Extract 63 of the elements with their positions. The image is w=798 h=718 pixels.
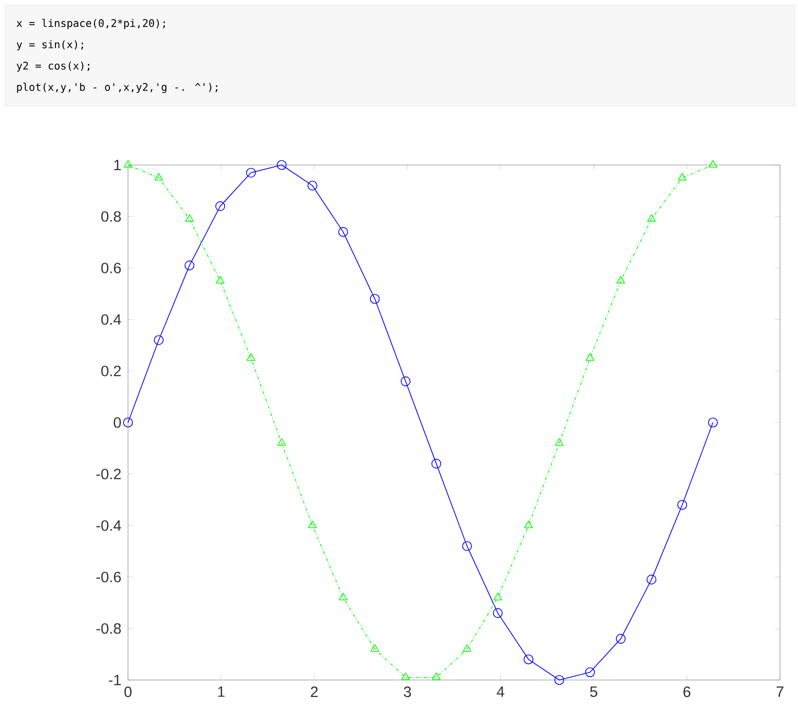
point <box>462 541 472 551</box>
point <box>431 458 442 469</box>
x-tick-label: 3 <box>404 686 411 698</box>
point <box>308 520 317 528</box>
point <box>308 180 318 190</box>
y-tick-label: 0.4 <box>101 314 122 325</box>
point <box>616 634 626 644</box>
point <box>708 160 718 168</box>
x-tick-label: 0 <box>124 686 132 698</box>
y-tick-label: 0.6 <box>101 262 121 274</box>
point <box>184 260 194 270</box>
point <box>678 172 687 181</box>
point <box>276 160 287 170</box>
x-tick-label: 2 <box>310 686 318 697</box>
point <box>616 276 626 284</box>
point <box>246 168 256 178</box>
point <box>493 592 502 600</box>
text: y = sin(x); <box>16 40 84 50</box>
point <box>646 574 656 584</box>
point <box>432 672 441 680</box>
x-tick-label: 7 <box>776 686 784 697</box>
x-tick-label: 5 <box>590 686 598 697</box>
point <box>338 592 348 600</box>
point <box>154 335 164 345</box>
point <box>524 520 533 528</box>
point <box>246 353 256 361</box>
point <box>215 201 226 212</box>
point <box>647 214 656 222</box>
point <box>338 227 348 237</box>
y-tick-label: 0.2 <box>101 366 121 376</box>
y-tick-label: 0 <box>114 417 121 428</box>
point <box>154 172 164 181</box>
point <box>585 667 595 678</box>
x-tick-label: 6 <box>683 686 690 698</box>
point <box>370 294 380 304</box>
text: plot(x,y,'b - o',x,y2,'g -. ^'); <box>17 82 218 94</box>
text: y2 = cos(x); <box>16 62 90 72</box>
point <box>123 418 133 428</box>
point <box>708 418 718 428</box>
y-tick-label: -0.8 <box>96 623 121 634</box>
y-tick-label: -0.2 <box>96 468 121 480</box>
point <box>554 675 564 685</box>
point <box>124 160 132 168</box>
x-tick-label: 4 <box>496 686 504 697</box>
point <box>554 438 564 446</box>
point <box>401 672 410 680</box>
point <box>216 276 225 284</box>
point <box>677 500 688 510</box>
point <box>462 644 472 652</box>
y-tick-label: -1 <box>108 674 121 686</box>
point <box>370 644 380 652</box>
point <box>492 608 503 618</box>
point <box>400 376 410 386</box>
y-tick-label: 1 <box>114 160 121 170</box>
text: x = linspace(0,2*pi,20); <box>16 18 165 30</box>
point <box>524 654 534 664</box>
y-tick-label: 0.8 <box>101 211 121 222</box>
point <box>185 214 194 222</box>
point <box>586 353 594 361</box>
point <box>277 438 286 446</box>
y-tick-label: -0.4 <box>96 520 122 531</box>
x-tick-label: 1 <box>218 686 225 697</box>
y-tick-label: -0.6 <box>96 572 121 582</box>
